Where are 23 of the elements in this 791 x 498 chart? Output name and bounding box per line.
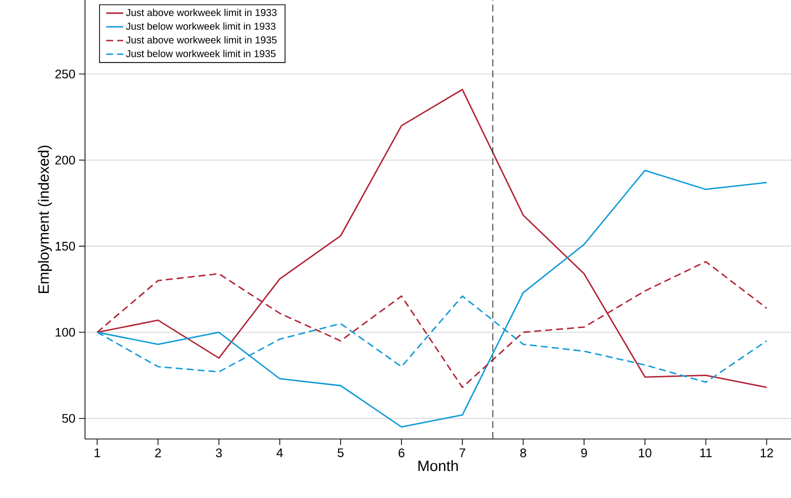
x-tick-label: 9 — [581, 448, 587, 458]
x-tick-label: 8 — [520, 448, 526, 458]
x-tick-label: 6 — [398, 448, 404, 458]
x-tick-label: 3 — [216, 448, 222, 458]
y-tick-label: 250 — [55, 70, 76, 78]
x-tick-label: 4 — [276, 448, 283, 458]
x-tick-label: 12 — [760, 448, 773, 458]
y-tick-label: 200 — [55, 156, 76, 165]
y-axis-title: Employment (indexed) — [38, 146, 52, 294]
x-tick-label: 7 — [460, 448, 466, 458]
x-tick-label: 5 — [338, 448, 344, 458]
legend-label: Just above workweek limit in 1935 — [126, 36, 277, 44]
legend-label: Just below workweek limit in 1933 — [126, 22, 276, 30]
x-axis-title: Month — [418, 460, 458, 472]
legend-label: Just below workweek limit in 1935 — [126, 50, 276, 58]
x-tick-label: 1 — [94, 448, 100, 458]
x-tick-label: 2 — [155, 448, 161, 458]
x-tick-label: 10 — [638, 448, 652, 458]
y-tick-label: 100 — [56, 328, 76, 337]
legend-label: Just above workweek limit in 1933 — [126, 8, 277, 16]
x-tick-label: 11 — [700, 448, 712, 458]
y-tick-label: 150 — [56, 242, 76, 251]
y-tick-label: 50 — [62, 414, 76, 423]
